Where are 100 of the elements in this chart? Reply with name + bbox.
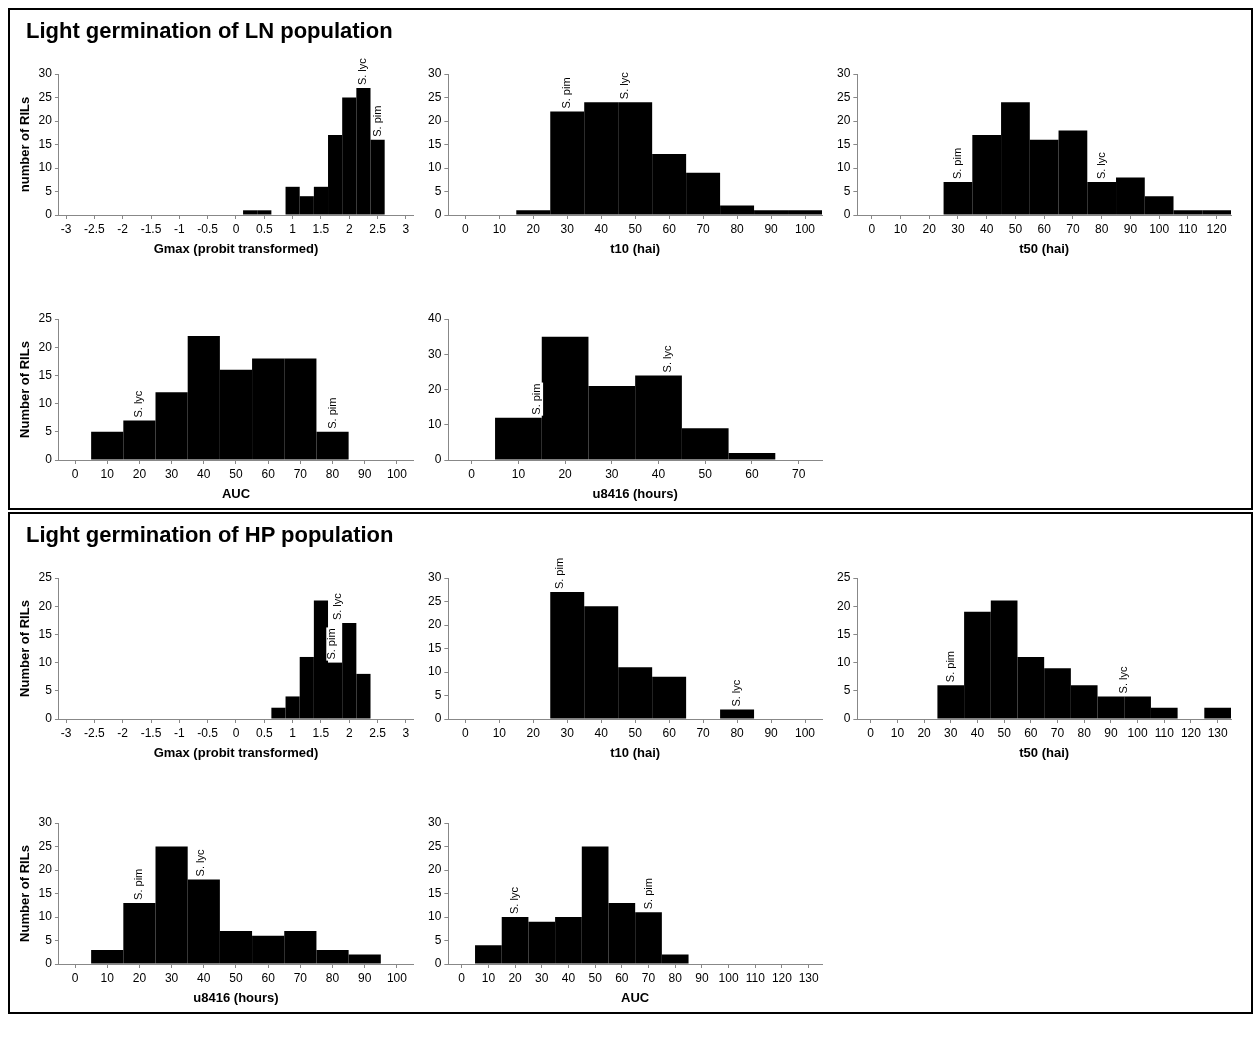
x-tick-label: 100	[795, 725, 816, 740]
x-tick-label: 0	[71, 466, 79, 481]
y-tick-label: 10	[38, 654, 53, 669]
x-tick-label: 10	[481, 970, 496, 985]
y-tick-label: 5	[45, 683, 53, 698]
x-tick-label: 30	[605, 466, 619, 481]
y-tick-label: 25	[38, 89, 53, 104]
chart-title: Light germination of LN population	[26, 18, 393, 43]
y-tick-label: 20	[38, 339, 53, 354]
x-tick-label: 110	[745, 970, 766, 985]
y-tick-label: 0	[434, 711, 442, 726]
x-tick-label: 10	[890, 725, 905, 740]
y-tick-label: 30	[427, 66, 442, 81]
annotation: S. pim	[560, 77, 573, 109]
x-tick-label: 40	[594, 725, 609, 740]
x-tick-label: 20	[132, 466, 147, 481]
y-axis-title: Number of RILs	[17, 600, 33, 697]
x-axis-title: AUC	[621, 989, 650, 1005]
x-tick-label: 1.5	[312, 221, 330, 236]
x-tick-label: 0.5	[255, 725, 273, 740]
x-tick-label: 60	[1037, 221, 1052, 236]
x-tick-label: -0.5	[197, 221, 219, 236]
x-tick-label: 0	[468, 466, 476, 481]
x-tick-label: -2	[117, 725, 129, 740]
x-tick-label: -3	[60, 221, 72, 236]
x-tick-label: 120	[1180, 725, 1202, 740]
y-tick-label: 0	[843, 207, 851, 222]
x-axis-title: u8416 (hours)	[592, 485, 678, 501]
x-tick-label: 80	[1077, 725, 1092, 740]
x-tick-label: 1.5	[312, 725, 330, 740]
x-tick-label: 10	[492, 221, 507, 236]
y-tick-label: 5	[45, 932, 53, 947]
x-tick-label: 30	[164, 466, 179, 481]
annotation: S. pim	[641, 878, 654, 910]
x-tick-label: 130	[1207, 725, 1228, 740]
x-tick-label: 70	[791, 466, 806, 481]
x-tick-label: 30	[944, 725, 958, 740]
x-tick-label: 90	[1104, 725, 1118, 740]
x-tick-label: 40	[651, 466, 666, 481]
x-tick-label: 100	[718, 970, 739, 985]
y-tick-label: 20	[427, 862, 442, 877]
x-axis-title: t10 (hai)	[610, 240, 661, 256]
x-tick-label: 40	[980, 221, 994, 236]
y-tick-label: 0	[434, 452, 442, 467]
x-tick-label: 60	[615, 970, 629, 985]
annotation: S. pim	[370, 105, 383, 137]
annotation: S. pim	[325, 628, 338, 660]
y-tick-label: 20	[427, 113, 442, 128]
y-tick-label: 15	[38, 885, 53, 900]
x-tick-label: 90	[358, 970, 372, 985]
x-tick-label: 20	[917, 725, 932, 740]
y-tick-label: 0	[45, 207, 53, 222]
x-tick-label: -2	[117, 221, 129, 236]
y-tick-label: 10	[38, 909, 53, 924]
y-axis-title: Number of RILs	[17, 845, 33, 942]
y-tick-label: 15	[38, 136, 53, 151]
y-tick-label: 20	[836, 113, 851, 128]
x-tick-label: 100	[795, 221, 816, 236]
y-tick-label: 15	[38, 626, 53, 641]
x-tick-label: 50	[698, 466, 713, 481]
y-tick-label: 25	[427, 838, 442, 853]
x-tick-label: 100	[1149, 221, 1170, 236]
x-tick-label: -1	[173, 725, 185, 740]
x-tick-label: 40	[594, 221, 609, 236]
x-tick-label: 60	[261, 970, 276, 985]
y-tick-label: 20	[38, 598, 53, 613]
x-tick-label: 70	[1050, 725, 1065, 740]
x-tick-label: 50	[628, 221, 643, 236]
annotation: S. lyc	[1094, 151, 1107, 180]
y-tick-label: 25	[836, 570, 851, 585]
x-tick-label: 20	[558, 466, 573, 481]
x-tick-label: 1	[289, 725, 297, 740]
y-tick-label: 5	[843, 683, 851, 698]
y-tick-label: 20	[427, 381, 442, 396]
x-tick-label: 30	[951, 221, 965, 236]
x-tick-label: 50	[229, 970, 243, 985]
x-tick-label: 100	[1127, 725, 1148, 740]
x-tick-label: -2.5	[84, 725, 106, 740]
y-tick-label: 20	[427, 617, 442, 632]
y-tick-label: 15	[427, 640, 442, 655]
x-tick-label: -1	[173, 221, 185, 236]
annotation: S. lyc	[356, 57, 369, 86]
x-tick-label: 20	[132, 970, 147, 985]
x-tick-label: 120	[771, 970, 793, 985]
y-tick-label: 15	[427, 136, 442, 151]
annotation: S. pim	[132, 868, 145, 900]
y-tick-label: 5	[843, 183, 851, 198]
x-tick-label: -1.5	[140, 221, 162, 236]
x-tick-label: -3	[60, 725, 72, 740]
x-axis-title: t10 (hai)	[610, 744, 661, 760]
x-tick-label: 60	[261, 466, 276, 481]
x-tick-label: 90	[764, 725, 779, 740]
x-tick-label: 90	[1123, 221, 1138, 236]
y-axis-title: Number of RILs	[17, 341, 33, 438]
y-tick-label: 0	[45, 711, 53, 726]
x-tick-label: 0	[867, 725, 875, 740]
annotation: S. lyc	[193, 849, 206, 877]
x-tick-label: 10	[511, 466, 526, 481]
x-tick-label: 20	[508, 970, 523, 985]
annotation: S. lyc	[1117, 666, 1130, 694]
